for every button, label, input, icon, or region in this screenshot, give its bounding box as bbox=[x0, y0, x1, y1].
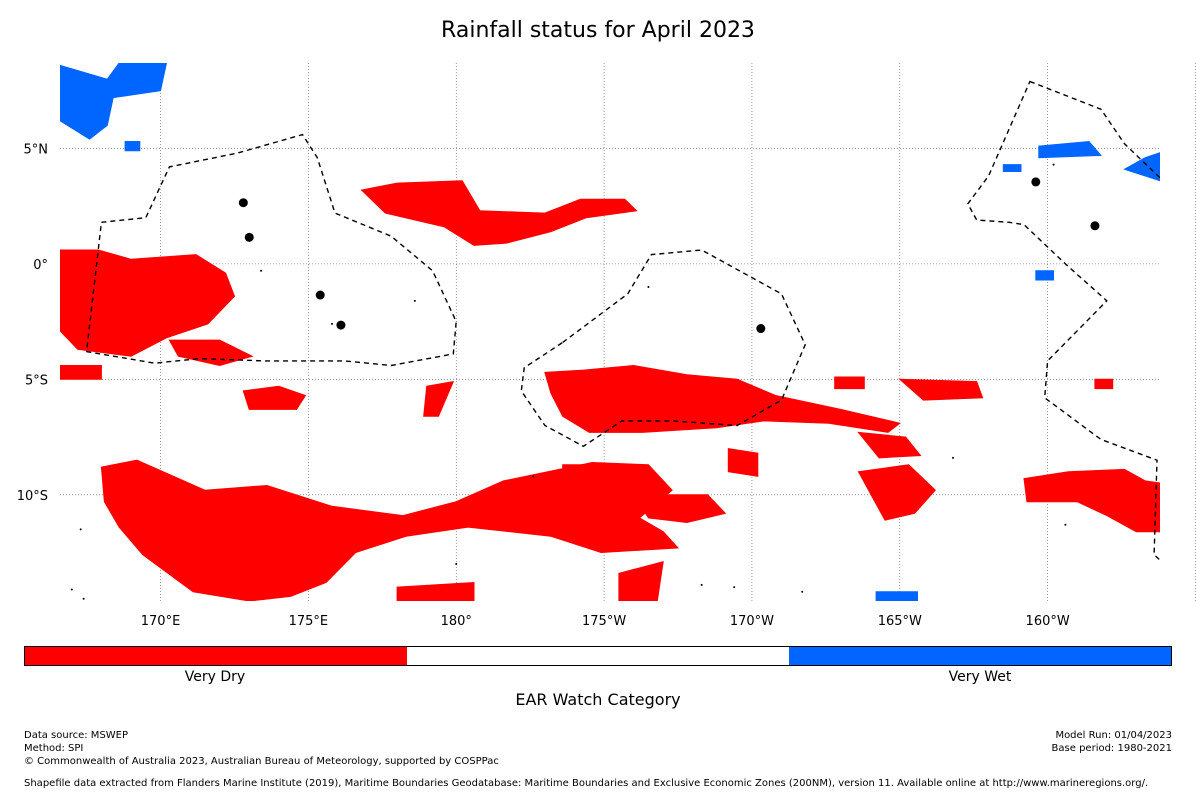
very-wet-area bbox=[1002, 164, 1022, 172]
islet-marker bbox=[413, 299, 416, 302]
eez-boundary bbox=[520, 249, 806, 448]
islet-marker bbox=[532, 475, 535, 478]
very-dry-area bbox=[360, 180, 638, 246]
very-dry-area bbox=[562, 464, 644, 505]
very-dry-area bbox=[632, 494, 727, 524]
very-dry-area bbox=[1094, 378, 1114, 390]
islands bbox=[70, 163, 1100, 600]
very-dry-area bbox=[857, 464, 936, 521]
island-marker bbox=[756, 324, 766, 334]
island-marker bbox=[238, 198, 248, 208]
base-period: Base period: 1980-2021 bbox=[1051, 743, 1172, 754]
very-wet-area bbox=[875, 591, 918, 601]
lon-tick-label: 160°W bbox=[1026, 614, 1070, 629]
islet-marker bbox=[1064, 523, 1067, 526]
lat-tick-label: 5°S bbox=[25, 373, 48, 388]
footer-right: Model Run: 01/04/2023 Base period: 1980-… bbox=[1052, 729, 1172, 755]
lon-tick-label: 175°E bbox=[289, 614, 329, 629]
very-dry-area bbox=[242, 385, 307, 410]
very-dry-area bbox=[857, 431, 922, 459]
colorbar-very-wet-segment bbox=[789, 647, 1171, 665]
eez-boundaries bbox=[85, 80, 1160, 562]
colorbar bbox=[24, 646, 1172, 666]
colorbar-label-very-dry: Very Dry bbox=[184, 669, 246, 685]
island-marker bbox=[315, 290, 325, 300]
lon-tick-label: 175°W bbox=[582, 614, 626, 629]
lon-tick-label: 165°W bbox=[878, 614, 922, 629]
colorbar-very-dry-segment bbox=[25, 647, 407, 665]
very-dry-area bbox=[60, 249, 236, 357]
very-dry-areas bbox=[60, 180, 1160, 601]
islet-marker bbox=[1052, 163, 1055, 166]
very-wet-area bbox=[1123, 152, 1160, 182]
very-dry-area bbox=[727, 448, 759, 477]
island-marker bbox=[1090, 221, 1100, 231]
very-dry-area bbox=[618, 561, 664, 601]
very-wet-area bbox=[1035, 270, 1054, 281]
islet-marker bbox=[700, 583, 703, 586]
very-wet-area bbox=[60, 63, 168, 140]
islet-marker bbox=[82, 597, 85, 600]
model-run: Model Run: 01/04/2023 bbox=[1055, 730, 1172, 741]
islet-marker bbox=[952, 456, 955, 459]
lat-tick-label: 5°N bbox=[24, 142, 49, 157]
very-wet-area bbox=[1038, 140, 1102, 159]
very-dry-area bbox=[423, 380, 455, 417]
island-marker bbox=[1031, 177, 1041, 187]
very-dry-area bbox=[396, 581, 475, 601]
very-wet-areas bbox=[60, 63, 1160, 601]
islet-marker bbox=[331, 322, 334, 325]
colorbar-label-very-wet: Very Wet bbox=[948, 669, 1012, 685]
very-dry-area bbox=[100, 459, 680, 601]
shapefile-credit: Shapefile data extracted from Flanders M… bbox=[24, 778, 1149, 789]
islet-marker bbox=[260, 269, 263, 272]
islet-marker bbox=[733, 586, 736, 589]
islet-marker bbox=[647, 285, 650, 288]
island-marker bbox=[244, 232, 254, 242]
eez-boundary bbox=[966, 80, 1160, 562]
colorbar-title: EAR Watch Category bbox=[515, 690, 681, 709]
very-dry-area bbox=[898, 378, 984, 401]
method: Method: SPI bbox=[24, 743, 84, 754]
very-dry-area bbox=[168, 339, 254, 367]
lon-tick-label: 180° bbox=[441, 614, 472, 629]
very-dry-area bbox=[544, 364, 901, 433]
very-wet-area bbox=[124, 141, 141, 152]
lat-tick-label: 0° bbox=[33, 258, 48, 273]
data-source: Data source: MSWEP bbox=[24, 730, 129, 741]
axis-ticks: 5°N 0° 5°S 10°S 170°E 175°E 180° 175°W 170°W 165°… bbox=[17, 142, 1070, 629]
lon-tick-label: 170°E bbox=[141, 614, 181, 629]
footer-left: Data source: MSWEP Method: SPI © Commonw… bbox=[24, 729, 499, 768]
islet-marker bbox=[70, 588, 73, 591]
map-title: Rainfall status for April 2023 bbox=[441, 18, 755, 43]
islet-marker bbox=[455, 563, 458, 566]
island-marker bbox=[336, 320, 346, 330]
copyright: © Commonwealth of Australia 2023, Austra… bbox=[24, 756, 499, 767]
very-dry-area bbox=[60, 365, 102, 380]
islet-marker bbox=[79, 528, 82, 531]
colorbar-normal-segment bbox=[407, 647, 789, 665]
islet-marker bbox=[801, 590, 804, 593]
very-dry-area bbox=[1023, 468, 1160, 533]
lon-tick-label: 170°W bbox=[730, 614, 774, 629]
very-dry-area bbox=[834, 376, 865, 390]
lat-tick-label: 10°S bbox=[17, 489, 48, 504]
rainfall-map: 5°N 0° 5°S 10°S 170°E 175°E 180° 175°W 170°W 165°… bbox=[17, 63, 1196, 629]
